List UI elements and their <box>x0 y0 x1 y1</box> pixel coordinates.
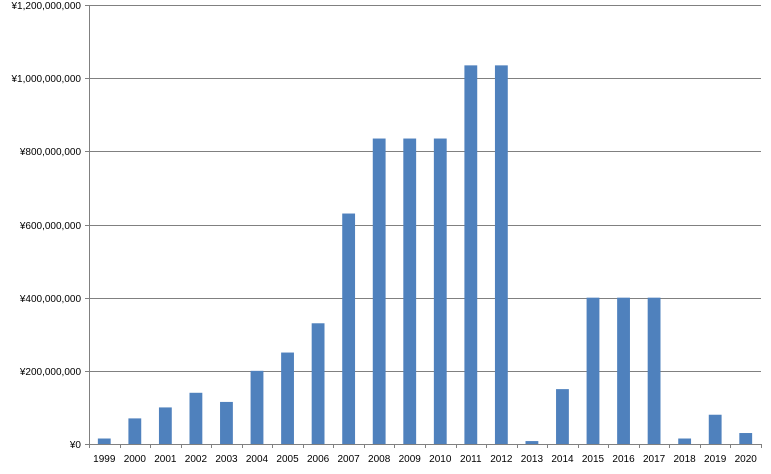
bar-2018 <box>678 438 692 444</box>
x-tick-label: 2001 <box>154 454 177 465</box>
y-tick-label: ¥600,000,000 <box>19 221 82 232</box>
bars <box>97 65 753 445</box>
x-tick-label: 2000 <box>124 454 147 465</box>
bar-2004 <box>250 370 264 444</box>
bar-2009 <box>403 138 417 444</box>
bar-2019 <box>708 414 722 444</box>
x-tick-label: 2008 <box>368 454 391 465</box>
y-tick-label: ¥400,000,000 <box>19 294 82 305</box>
x-tick-label: 2011 <box>460 454 482 465</box>
x-tick-label: 2017 <box>643 454 666 465</box>
x-tick-label: 1999 <box>93 454 116 465</box>
bar-2014 <box>556 389 569 444</box>
x-tick-label: 2012 <box>490 454 513 465</box>
x-tick-label: 2013 <box>521 454 544 465</box>
bar-2020 <box>739 433 753 444</box>
x-tick-label: 2003 <box>215 454 238 465</box>
x-tick-label: 2004 <box>246 454 269 465</box>
bar-2006 <box>311 323 325 444</box>
x-tick-label: 2010 <box>429 454 452 465</box>
bar-2017 <box>647 297 661 444</box>
bar-2007 <box>342 213 356 444</box>
x-tick-label: 2016 <box>612 454 635 465</box>
x-tick-label: 2009 <box>399 454 422 465</box>
bar-2010 <box>433 138 447 444</box>
bar-2001 <box>158 407 172 444</box>
y-tick-label: ¥1,200,000,000 <box>10 1 81 12</box>
y-tick-label: ¥200,000,000 <box>19 367 82 378</box>
y-tick-label: ¥1,000,000,000 <box>10 74 81 85</box>
bar-2011 <box>464 65 478 445</box>
y-tick-label: ¥0 <box>69 440 82 451</box>
x-axis-tick-labels: 1999 2000 2001 2002 2003 2004 2005 2006 2007 2008… <box>93 454 757 465</box>
bar-2005 <box>281 352 294 444</box>
bar-2015 <box>586 297 600 444</box>
x-tick-label: 2019 <box>704 454 727 465</box>
bar-1999 <box>97 438 111 444</box>
x-tick-label: 2020 <box>735 454 758 465</box>
x-tick-label: 2005 <box>276 454 299 465</box>
x-tick-label: 2015 <box>582 454 605 465</box>
y-tick-label: ¥800,000,000 <box>19 147 82 158</box>
x-tick-label: 2007 <box>338 454 361 465</box>
bar-2016 <box>617 297 630 444</box>
y-axis-tick-labels: ¥0 ¥200,000,000 ¥400,000,000 ¥600,000,000 ¥8… <box>10 1 81 451</box>
x-tick-label: 2006 <box>307 454 330 465</box>
bar-2013 <box>525 441 539 444</box>
bar-2003 <box>220 401 233 444</box>
bar-2000 <box>128 418 142 444</box>
x-tick-label: 2002 <box>185 454 208 465</box>
bar-2008 <box>372 138 386 444</box>
bar-2002 <box>189 392 203 444</box>
x-tick-label: 2014 <box>551 454 574 465</box>
axes <box>85 5 762 448</box>
x-tick-label: 2018 <box>674 454 697 465</box>
bar-2012 <box>494 65 508 445</box>
